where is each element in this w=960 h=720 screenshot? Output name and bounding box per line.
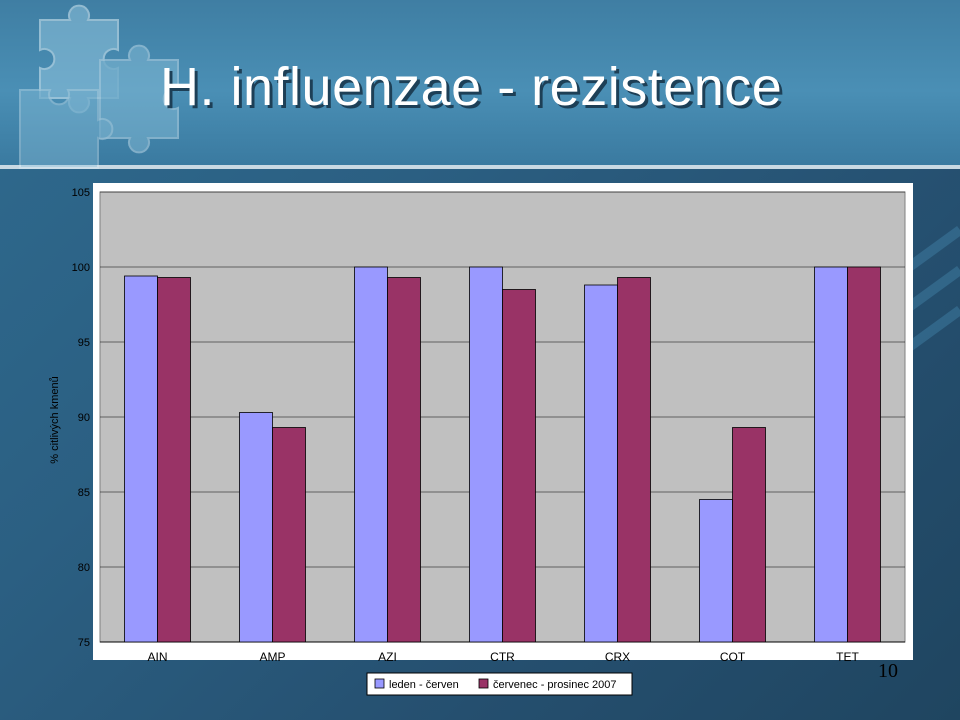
bar-ain-series-2	[157, 277, 191, 643]
slide-title: H. influenzae - rezistence	[160, 57, 783, 117]
x-tick-label: AMP	[259, 650, 285, 664]
y-tick-label: 95	[78, 337, 90, 349]
bar-azi-series-2	[387, 277, 421, 643]
x-tick-label: AIN	[147, 650, 167, 664]
bar-crx-series-2	[617, 277, 651, 643]
legend-swatch-1	[374, 678, 385, 689]
y-tick-label: 100	[72, 262, 90, 274]
y-axis-label: % citlivých kmenů	[49, 376, 61, 463]
header-band	[0, 0, 960, 165]
bar-cot-series-2	[732, 427, 766, 643]
bar-tet-series-2	[847, 266, 881, 643]
x-tick-label: CRX	[605, 650, 630, 664]
decorative-stripes	[905, 225, 960, 355]
x-tick-label: COT	[720, 650, 746, 664]
y-tick-label: 105	[72, 187, 90, 199]
slide-number: 10	[878, 660, 898, 682]
y-tick-label: 80	[78, 562, 90, 574]
legend-label-2: červenec - prosinec 2007	[493, 679, 617, 691]
y-tick-label: 85	[78, 487, 90, 499]
bar-ctr-series-2	[502, 289, 536, 643]
legend-label-1: leden - červen	[389, 679, 459, 691]
header-divider	[0, 165, 960, 169]
y-tick-label: 75	[78, 637, 90, 649]
legend-swatch-2	[478, 678, 489, 689]
bar-crx-series-1	[584, 284, 618, 643]
y-tick-label: 90	[78, 412, 90, 424]
bar-amp-series-1	[239, 412, 273, 643]
bar-tet-series-1	[814, 266, 848, 643]
x-tick-label: AZI	[378, 650, 397, 664]
bar-azi-series-1	[354, 266, 388, 643]
legend-box	[366, 672, 633, 696]
bar-amp-series-2	[272, 427, 306, 643]
bar-cot-series-1	[699, 499, 733, 643]
x-tick-label: CTR	[490, 650, 515, 664]
bar-ain-series-1	[124, 275, 158, 643]
puzzle-icon	[19, 4, 179, 169]
bar-ctr-series-1	[469, 266, 503, 643]
x-tick-label: TET	[836, 650, 859, 664]
